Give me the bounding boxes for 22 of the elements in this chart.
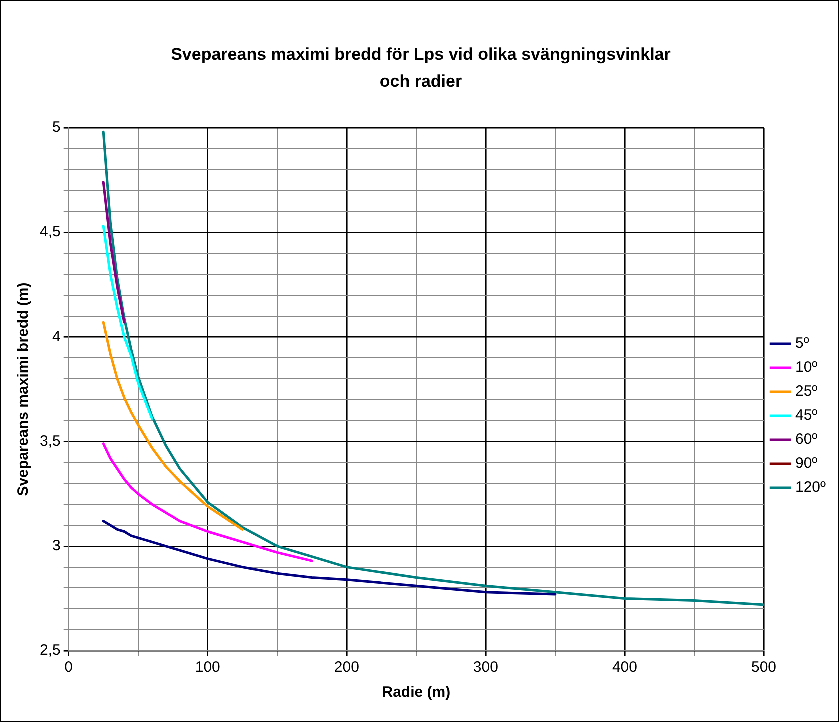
x-tick-label: 200 xyxy=(334,659,360,676)
legend-label: 120º xyxy=(795,479,827,496)
legend-label: 45º xyxy=(795,407,818,424)
y-tick-label: 5 xyxy=(52,119,61,136)
x-tick-label: 100 xyxy=(195,659,220,676)
y-tick-label: 3 xyxy=(52,538,61,555)
x-tick-label: 300 xyxy=(473,659,498,676)
y-tick-label: 3,5 xyxy=(40,432,61,450)
x-tick-label: 0 xyxy=(64,659,74,676)
legend-label: 25º xyxy=(795,383,818,400)
legend-label: 5º xyxy=(795,335,810,352)
x-tick-label: 400 xyxy=(612,659,638,676)
y-axis-title: Svepareans maximi bredd (m) xyxy=(15,282,32,496)
chart-title: Svepareans maximi bredd för Lps vid olika svängningsvinklar och radier xyxy=(171,44,671,93)
x-tick-label: 500 xyxy=(751,659,777,676)
y-tick-label: 4 xyxy=(52,328,61,346)
x-axis-title: Radie (m) xyxy=(382,684,451,702)
y-tick-label: 2,5 xyxy=(40,642,61,660)
legend-label: 90º xyxy=(795,455,818,472)
legend-label: 60º xyxy=(795,431,818,448)
y-tick-label: 4,5 xyxy=(40,224,61,241)
legend-label: 10º xyxy=(795,359,818,376)
